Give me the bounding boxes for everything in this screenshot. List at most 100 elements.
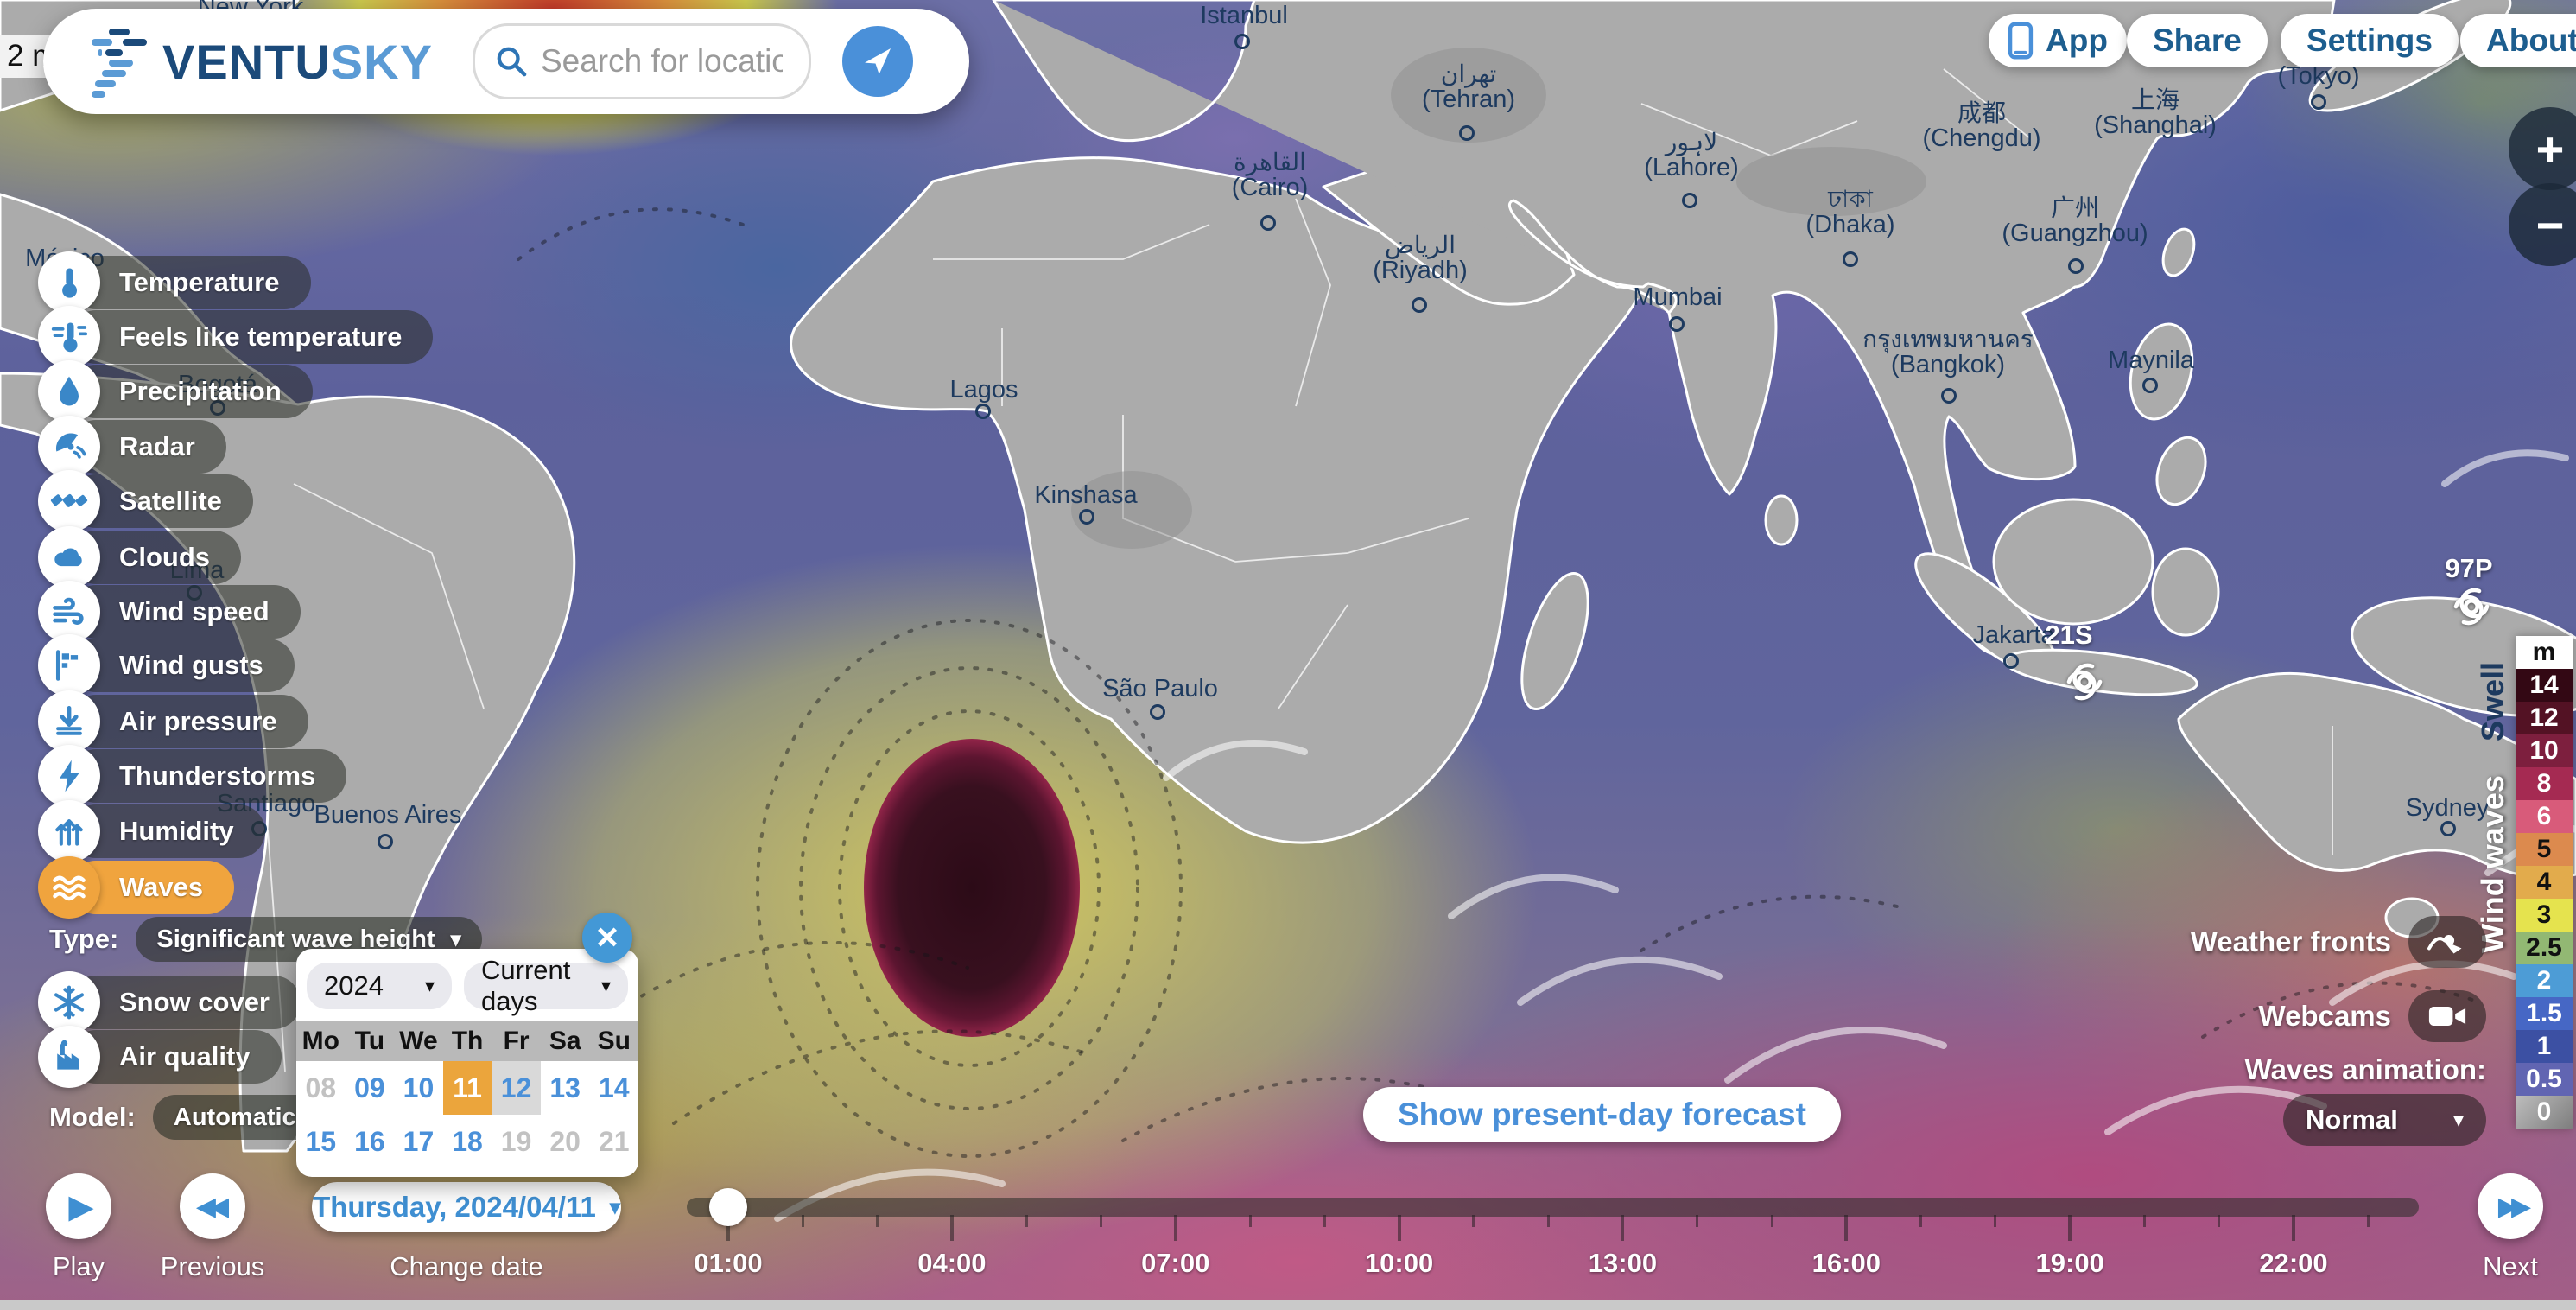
zoom-out-button[interactable]: −: [2509, 183, 2576, 266]
sidebar-item-snow-cover[interactable]: Snow cover: [38, 971, 301, 1033]
previous-button[interactable]: ◀◀: [180, 1173, 245, 1239]
share-button[interactable]: Share: [2127, 14, 2268, 67]
zoom-in-button[interactable]: +: [2509, 107, 2576, 190]
city-marker: [1412, 297, 1427, 313]
calendar-day-19[interactable]: 19: [500, 1125, 532, 1157]
sidebar-item-humidity[interactable]: Humidity: [38, 800, 265, 862]
change-date-button[interactable]: Thursday, 2024/04/11 ▾: [312, 1182, 621, 1232]
timeline-track[interactable]: [687, 1198, 2419, 1217]
search-input[interactable]: [538, 42, 784, 80]
weekday-mo: Mo: [301, 1027, 339, 1055]
weather-fronts-label: Weather fronts: [2190, 925, 2391, 957]
calendar-day-17[interactable]: 17: [403, 1125, 435, 1157]
rewind-icon: ◀◀: [195, 1192, 229, 1221]
sidebar-item-waves[interactable]: Waves: [38, 856, 235, 919]
locate-me-button[interactable]: [841, 26, 913, 97]
sidebar-item-feels-like-temperature[interactable]: Feels like temperature: [38, 306, 434, 368]
city-label-bangkok: กรุงเทพมหานคร (Bangkok): [1862, 327, 2034, 378]
cyclone-icon[interactable]: [2451, 586, 2492, 627]
calendar-day-12[interactable]: 12: [492, 1061, 541, 1115]
humidity-icon: [38, 800, 100, 862]
navigation-arrow-icon: [864, 48, 891, 74]
calendar-day-15[interactable]: 15: [305, 1125, 337, 1157]
land-sri-lanka: [1764, 494, 1799, 546]
ventusky-logo[interactable]: VENTUSKY: [88, 25, 433, 98]
sidebar-item-thunderstorms[interactable]: Thunderstorms: [38, 745, 347, 807]
about-button[interactable]: About: [2460, 14, 2576, 67]
app-button[interactable]: App: [1989, 14, 2127, 67]
legend-value-12: 12: [2516, 702, 2573, 734]
sidebar-item-label: Snow cover: [69, 976, 301, 1029]
snowflake-icon: [38, 971, 100, 1033]
play-icon: ▶: [68, 1188, 94, 1225]
calendar-day-20[interactable]: 20: [549, 1125, 581, 1157]
radar-icon: [38, 416, 100, 478]
sidebar-item-wind-gusts[interactable]: Wind gusts: [38, 634, 295, 696]
storm-id-97p[interactable]: 97P: [2445, 553, 2493, 583]
chevron-down-icon: ▾: [2452, 1108, 2464, 1132]
city-label-sãopaulo: São Paulo: [1102, 674, 1218, 703]
calendar-day-10[interactable]: 10: [403, 1072, 435, 1103]
lightning-icon: [38, 745, 100, 807]
calendar-day-21[interactable]: 21: [598, 1125, 630, 1157]
search-icon: [497, 47, 527, 77]
city-label-lagos: Lagos: [949, 375, 1018, 404]
city-label-guangzhou: 广州 (Guangzhou): [2002, 195, 2148, 247]
city-label-dhaka: ঢাকা (Dhaka): [1805, 187, 1894, 238]
year-select[interactable]: 2024 ▾: [307, 963, 452, 1009]
timeline-tick: [2068, 1215, 2072, 1241]
timeline-knob[interactable]: [709, 1188, 747, 1226]
timeline-tick: [1173, 1215, 1177, 1241]
sidebar-item-precipitation[interactable]: Precipitation: [38, 360, 313, 423]
settings-button[interactable]: Settings: [2281, 14, 2459, 67]
waves-animation-select[interactable]: Normal ▾: [2283, 1094, 2486, 1146]
sidebar-item-air-pressure[interactable]: Air pressure: [38, 690, 308, 753]
sidebar-item-label: Precipitation: [69, 365, 313, 418]
calendar-day-18[interactable]: 18: [452, 1125, 483, 1157]
sidebar-item-temperature[interactable]: Temperature: [38, 251, 311, 314]
next-label: Next: [2483, 1251, 2538, 1281]
waves-animation-label: Waves animation:: [2244, 1053, 2486, 1085]
play-button[interactable]: ▶: [46, 1173, 111, 1239]
search-box[interactable]: [472, 23, 811, 99]
calendar-day-13[interactable]: 13: [549, 1072, 581, 1103]
webcams-toggle[interactable]: [2408, 990, 2486, 1042]
close-calendar-button[interactable]: ×: [582, 913, 632, 963]
range-select[interactable]: Current days ▾: [464, 955, 628, 1016]
weather-fronts-toggle[interactable]: [2408, 916, 2486, 968]
weekday-tu: Tu: [354, 1027, 385, 1055]
sidebar-item-satellite[interactable]: Satellite: [38, 470, 253, 532]
weekday-we: We: [399, 1027, 438, 1055]
city-marker: [1234, 34, 1250, 49]
calendar-day-11[interactable]: 11: [442, 1061, 492, 1115]
city-label-shanghai: 上海 (Shanghai): [2094, 87, 2217, 139]
sidebar-item-air-quality[interactable]: Air quality: [38, 1026, 282, 1088]
cyclone-icon[interactable]: [2064, 661, 2105, 703]
weather-front-icon: [2427, 935, 2462, 954]
satellite-icon: [38, 470, 100, 532]
chevron-down-icon: ▾: [600, 975, 611, 996]
sidebar-item-wind-speed[interactable]: Wind speed: [38, 581, 301, 643]
city-marker: [2440, 821, 2456, 836]
calendar-day-08[interactable]: 08: [305, 1072, 337, 1103]
city-marker: [1150, 704, 1165, 720]
calendar-day-16[interactable]: 16: [354, 1125, 385, 1157]
city-name: (Shanghai): [2094, 111, 2217, 140]
timeline-tick: [726, 1215, 730, 1241]
calendar-day-09[interactable]: 09: [354, 1072, 385, 1103]
sidebar-item-radar[interactable]: Radar: [38, 416, 226, 478]
wind-icon: [38, 581, 100, 643]
show-present-day-forecast-button[interactable]: Show present-day forecast: [1363, 1087, 1841, 1142]
storm-id-21s[interactable]: 21S: [2045, 620, 2093, 650]
legend-value-10: 10: [2516, 734, 2573, 767]
timeline-minor-tick: [1248, 1215, 1252, 1227]
weekday-sa: Sa: [549, 1027, 581, 1055]
next-button[interactable]: ▶▶: [2478, 1173, 2543, 1239]
type-row-label: Type:: [49, 924, 119, 954]
city-native-name: تهران: [1440, 60, 1497, 88]
gust-icon: [38, 634, 100, 696]
close-icon: ×: [596, 916, 619, 958]
calendar-day-14[interactable]: 14: [598, 1072, 630, 1103]
legend-value-8: 8: [2516, 767, 2573, 800]
sidebar-item-clouds[interactable]: Clouds: [38, 526, 242, 588]
